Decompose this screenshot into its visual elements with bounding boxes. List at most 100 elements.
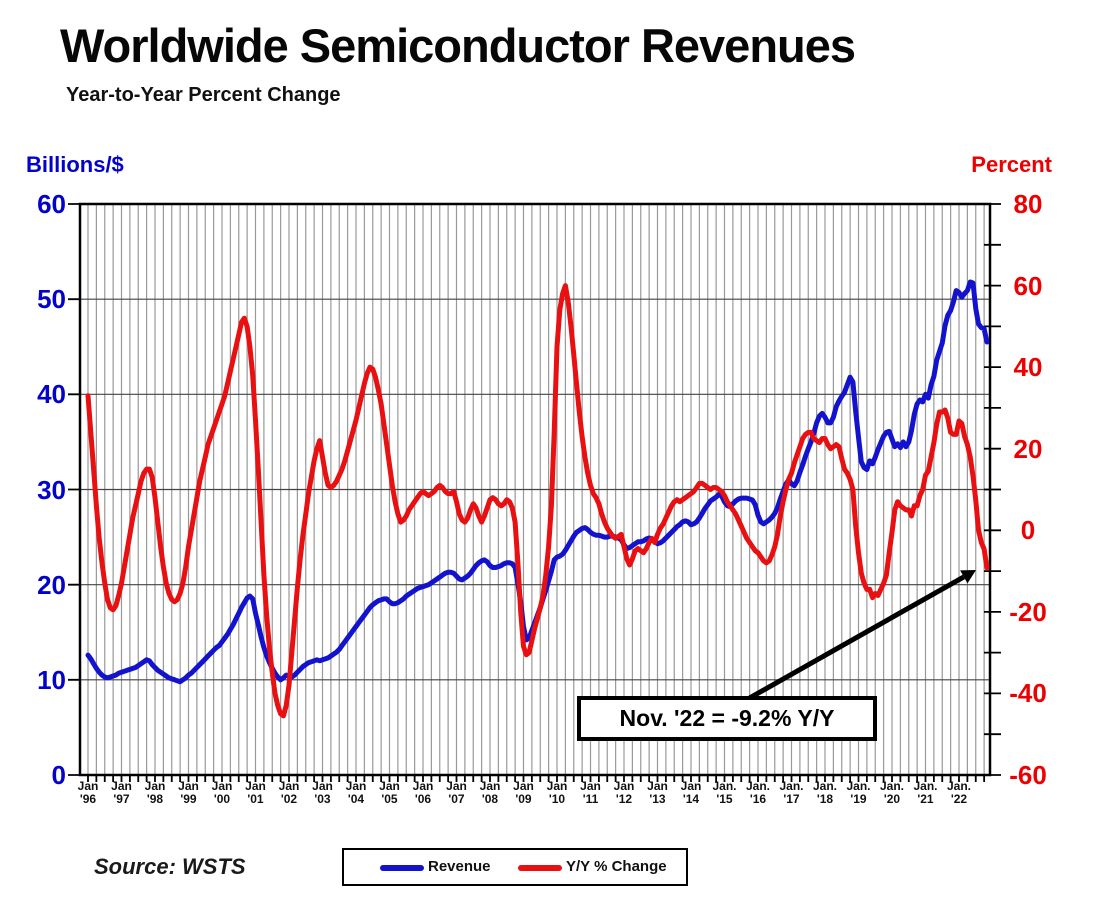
x-tick-year: '01 — [247, 792, 264, 806]
right-axis-tick-label: 80 — [1013, 189, 1043, 219]
x-tick-year: '04 — [347, 792, 365, 806]
x-axis-tick-label: Jan. '19 — [839, 780, 879, 806]
x-tick-year: '02 — [280, 792, 298, 806]
x-tick-month: Jan — [647, 779, 668, 793]
x-tick-year: '97 — [113, 792, 130, 806]
x-tick-month: Jan — [479, 779, 501, 793]
right-axis-tick-label: 20 — [1013, 433, 1043, 464]
left-axis-tick-label: 40 — [37, 379, 66, 410]
x-axis-tick-label: Jan '97 — [102, 780, 142, 806]
x-tick-month: Jan — [513, 779, 534, 793]
x-axis-tick-label: Jan. '15 — [705, 780, 745, 806]
left-axis-tick-label: 20 — [37, 569, 66, 600]
x-axis-tick-label: Jan. '18 — [805, 780, 845, 806]
annotation-text: Nov. '22 = -9.2% Y/Y — [619, 705, 835, 731]
x-tick-month: Jan. — [846, 779, 871, 793]
x-tick-year: '20 — [883, 792, 901, 806]
x-tick-year: '13 — [649, 792, 666, 806]
left-axis-tick-label: 60 — [37, 189, 66, 219]
x-tick-year: '06 — [414, 792, 432, 806]
x-tick-month: Jan. — [946, 779, 971, 793]
left-axis-title: Billions/$ — [26, 152, 124, 177]
x-axis-tick-label: Jan '12 — [604, 780, 644, 806]
left-axis-tick-label: 50 — [37, 284, 66, 315]
right-axis-tick-label: -60 — [1009, 760, 1047, 790]
annotation-arrowhead — [960, 570, 976, 584]
yoy-line-swatch — [518, 865, 562, 871]
x-axis-tick-label: Jan. '16 — [738, 780, 778, 806]
x-axis-tick-label: Jan '05 — [370, 780, 410, 806]
right-axis-tick-label: -40 — [1009, 678, 1047, 709]
left-axis-tick-label: 30 — [37, 474, 66, 505]
source-note: Source: WSTS — [94, 854, 246, 879]
x-tick-year: '96 — [79, 792, 97, 806]
x-axis-tick-label: Jan '08 — [470, 780, 510, 806]
x-tick-year: '09 — [515, 792, 532, 806]
x-tick-month: Jan. — [812, 779, 837, 793]
x-tick-month: Jan — [144, 779, 166, 793]
x-axis-tick-label: Jan '11 — [571, 780, 611, 806]
x-tick-month: Jan — [680, 779, 702, 793]
x-axis-tick-label: Jan '03 — [303, 780, 343, 806]
x-tick-month: Jan — [211, 779, 233, 793]
x-tick-month: Jan — [77, 779, 99, 793]
x-axis-tick-label: Jan '04 — [336, 780, 376, 806]
right-axis-tick-label: 0 — [1020, 515, 1036, 546]
x-tick-year: '18 — [816, 792, 834, 806]
right-axis-tick-label: 40 — [1013, 352, 1043, 383]
x-tick-month: Jan. — [779, 779, 804, 793]
legend: Revenue Y/Y % Change — [342, 848, 688, 886]
x-tick-month: Jan. — [745, 779, 770, 793]
x-tick-year: '22 — [950, 792, 968, 806]
x-tick-year: '08 — [481, 792, 499, 806]
x-tick-year: '19 — [850, 792, 867, 806]
x-axis-tick-label: Jan '10 — [537, 780, 577, 806]
axis-ticks — [68, 203, 1001, 782]
x-axis-tick-label: Jan. '17 — [772, 780, 812, 806]
x-tick-year: '12 — [615, 792, 633, 806]
x-tick-year: '98 — [146, 792, 164, 806]
x-tick-month: Jan — [278, 779, 300, 793]
left-axis-tick-label: 10 — [37, 664, 66, 695]
x-tick-month: Jan — [379, 779, 400, 793]
chart-subtitle: Year-to-Year Percent Change — [66, 84, 341, 106]
x-tick-year: '10 — [548, 792, 566, 806]
x-axis-tick-label: Jan '14 — [671, 780, 711, 806]
revenue-line-swatch — [380, 865, 424, 871]
x-tick-month: Jan — [111, 779, 132, 793]
x-tick-year: '05 — [381, 792, 398, 806]
x-tick-month: Jan — [446, 779, 467, 793]
x-tick-year: '00 — [213, 792, 231, 806]
legend-label-revenue: Revenue — [428, 858, 491, 875]
x-axis-tick-label: Jan '02 — [269, 780, 309, 806]
x-tick-year: '21 — [917, 792, 934, 806]
x-axis-tick-label: Jan '99 — [169, 780, 209, 806]
annotation-arrow-shaft — [744, 574, 966, 703]
legend-label-yoy: Y/Y % Change — [566, 858, 667, 875]
x-tick-month: Jan — [412, 779, 434, 793]
x-axis-tick-label: Jan '00 — [202, 780, 242, 806]
x-axis-tick-label: Jan '07 — [437, 780, 477, 806]
x-tick-year: '16 — [749, 792, 767, 806]
annotation-callout: Nov. '22 = -9.2% Y/Y — [577, 696, 877, 741]
x-axis-tick-label: Jan '01 — [236, 780, 276, 806]
x-axis-tick-label: Jan '98 — [135, 780, 175, 806]
x-tick-month: Jan — [312, 779, 333, 793]
left-axis-tick-label: 0 — [51, 760, 66, 790]
x-tick-month: Jan — [345, 779, 367, 793]
x-tick-year: '99 — [180, 792, 197, 806]
x-tick-month: Jan — [613, 779, 635, 793]
x-tick-year: '07 — [448, 792, 465, 806]
x-tick-year: '15 — [716, 792, 733, 806]
x-tick-month: Jan. — [913, 779, 938, 793]
x-axis-tick-label: Jan. '20 — [872, 780, 912, 806]
x-axis-tick-label: Jan '13 — [638, 780, 678, 806]
x-tick-year: '17 — [783, 792, 800, 806]
x-axis-tick-label: Jan. '21 — [906, 780, 946, 806]
x-tick-month: Jan — [245, 779, 266, 793]
x-tick-month: Jan. — [712, 779, 737, 793]
page-title: Worldwide Semiconductor Revenues — [60, 19, 856, 72]
x-tick-year: '03 — [314, 792, 331, 806]
